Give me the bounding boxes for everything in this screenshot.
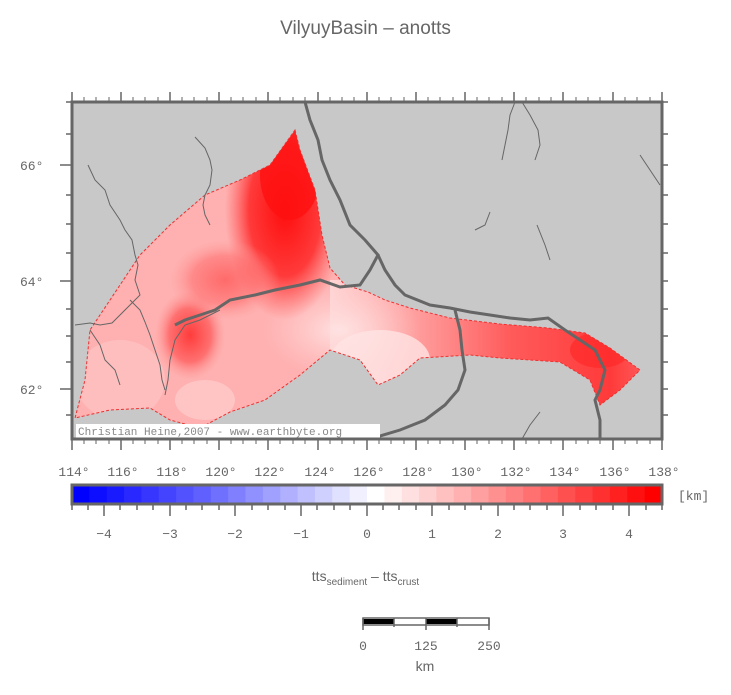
colorbar-cell <box>557 485 576 504</box>
formula-sub-a: sediment <box>326 576 368 588</box>
colorbar-cell <box>575 485 594 504</box>
colorbar-cell <box>488 485 507 504</box>
lon-label: 120° <box>205 465 236 480</box>
side-ticks <box>60 101 668 416</box>
colorbar-cell <box>523 485 542 504</box>
colorbar-cell <box>592 485 611 504</box>
scale-bar <box>362 617 490 630</box>
colorbar-cell <box>471 485 490 504</box>
top-ticks <box>71 92 663 102</box>
lon-label: 134° <box>549 465 580 480</box>
colorbar-label: 2 <box>494 527 502 542</box>
scale-labels: 0 125 250 <box>359 639 501 654</box>
colorbar <box>72 485 663 504</box>
scale-label: 0 <box>359 639 367 654</box>
colorbar-cell <box>176 485 195 504</box>
colorbar-cell <box>314 485 333 504</box>
formula-operator: – <box>367 568 383 584</box>
colorbar-cell <box>453 485 472 504</box>
colorbar-cell <box>245 485 264 504</box>
colorbar-cell <box>401 485 420 504</box>
scale-label: 250 <box>477 639 500 654</box>
lon-label: 116° <box>107 465 138 480</box>
colorbar-cell <box>419 485 438 504</box>
colorbar-label: −2 <box>227 527 243 542</box>
lon-label: 130° <box>451 465 482 480</box>
colorbar-ticks <box>71 504 663 516</box>
colorbar-label: 3 <box>559 527 567 542</box>
lon-labels: 114° 116° 118° 120° 122° 124° 126° 128° … <box>58 465 679 480</box>
lon-label: 138° <box>648 465 679 480</box>
colorbar-unit: [km] <box>678 489 709 504</box>
lon-label: 132° <box>500 465 531 480</box>
colorbar-cell <box>505 485 524 504</box>
map-title: VilyuyBasin – anotts <box>280 18 451 39</box>
credit-box <box>76 424 380 438</box>
colorbar-cell <box>609 485 628 504</box>
colorbar-cell <box>297 485 316 504</box>
colorbar-cell <box>89 485 108 504</box>
colorbar-cell <box>228 485 247 504</box>
minor-ticks <box>83 97 651 444</box>
colorbar-labels: −4 −3 −2 −1 0 1 2 3 4 <box>96 527 633 542</box>
scale-label: 125 <box>414 639 437 654</box>
colorbar-label: 4 <box>625 527 633 542</box>
colorbar-cell <box>627 485 646 504</box>
lon-label: 122° <box>254 465 285 480</box>
colorbar-cell <box>349 485 368 504</box>
lon-label: 124° <box>304 465 335 480</box>
colorbar-cell <box>124 485 143 504</box>
lon-label: 118° <box>156 465 187 480</box>
colorbar-cell <box>72 485 90 504</box>
colorbar-cell <box>384 485 403 504</box>
lon-label: 136° <box>599 465 630 480</box>
colorbar-cell <box>193 485 212 504</box>
lon-label: 126° <box>353 465 384 480</box>
colorbar-label: −1 <box>293 527 309 542</box>
colorbar-cell <box>141 485 160 504</box>
colorbar-label: −3 <box>162 527 178 542</box>
lon-label: 128° <box>402 465 433 480</box>
scale-unit: km <box>415 658 435 674</box>
colorbar-cell <box>540 485 559 504</box>
colorbar-label: −4 <box>96 527 112 542</box>
colorbar-cell <box>367 485 385 504</box>
colorbar-cell <box>210 485 229 504</box>
rivers-major <box>174 101 607 441</box>
colorbar-formula: ttssediment – ttscrust <box>0 568 731 588</box>
credit-text: Christian Heine,2007 - www.earthbyte.org <box>78 427 342 439</box>
colorbar-cell <box>644 485 663 504</box>
colorbar-cell <box>436 485 455 504</box>
colorbar-label: 1 <box>428 527 436 542</box>
formula-term-a: tts <box>311 568 327 584</box>
rivers-thin <box>74 101 661 440</box>
colorbar-label: 0 <box>363 527 371 542</box>
colorbar-cell <box>106 485 125 504</box>
formula-term-b: tts <box>382 568 398 584</box>
colorbar-cell <box>262 485 281 504</box>
colorbar-cell <box>332 485 351 504</box>
lat-label-66: 66° <box>20 159 43 174</box>
formula-sub-b: crust <box>397 576 420 588</box>
colorbar-cell <box>158 485 177 504</box>
lat-label-62: 62° <box>20 383 43 398</box>
colorbar-cell <box>280 485 299 504</box>
lon-label: 114° <box>58 465 89 480</box>
bottom-ticks <box>71 439 663 450</box>
lat-label-64: 64° <box>20 275 43 290</box>
